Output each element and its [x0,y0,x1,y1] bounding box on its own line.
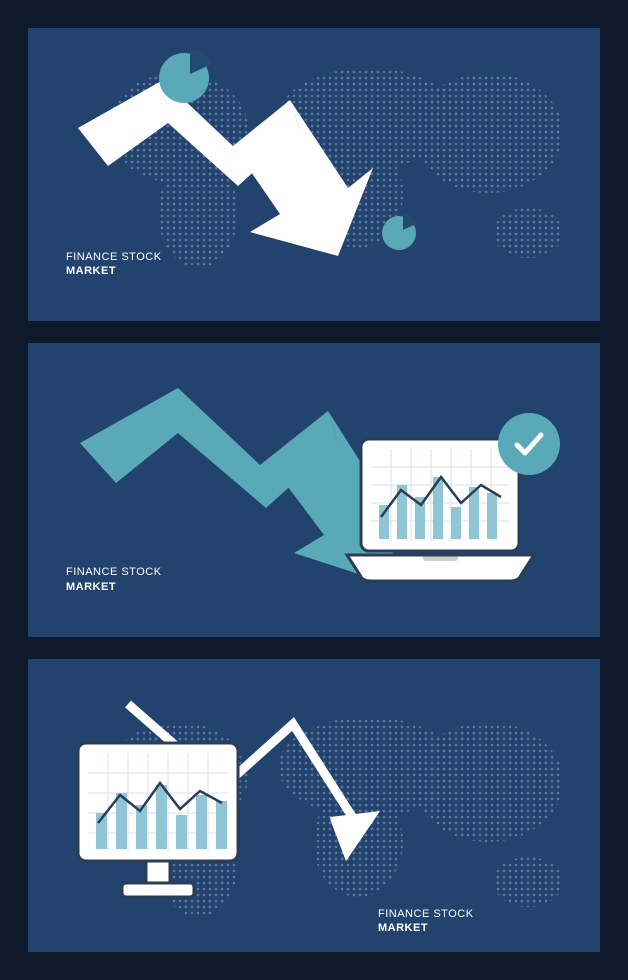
panel-1: FINANCE STOCK MARKET [28,28,600,321]
label-line1: FINANCE STOCK [378,907,474,921]
pie-chart-icon [156,50,216,110]
label-line1: FINANCE STOCK [66,250,162,264]
label-line2: MARKET [378,921,474,935]
label-line1: FINANCE STOCK [66,565,162,579]
panel-label: FINANCE STOCK MARKET [66,565,162,594]
panel-3: FINANCE STOCK MARKET [28,659,600,952]
panel-label: FINANCE STOCK MARKET [378,907,474,936]
label-line2: MARKET [66,580,162,594]
panel-2: FINANCE STOCK MARKET [28,343,600,636]
pie-chart-small-icon [380,214,422,256]
monitor-icon [72,739,244,907]
label-line2: MARKET [66,264,162,278]
panel-label: FINANCE STOCK MARKET [66,250,162,279]
check-badge-icon [498,413,560,475]
